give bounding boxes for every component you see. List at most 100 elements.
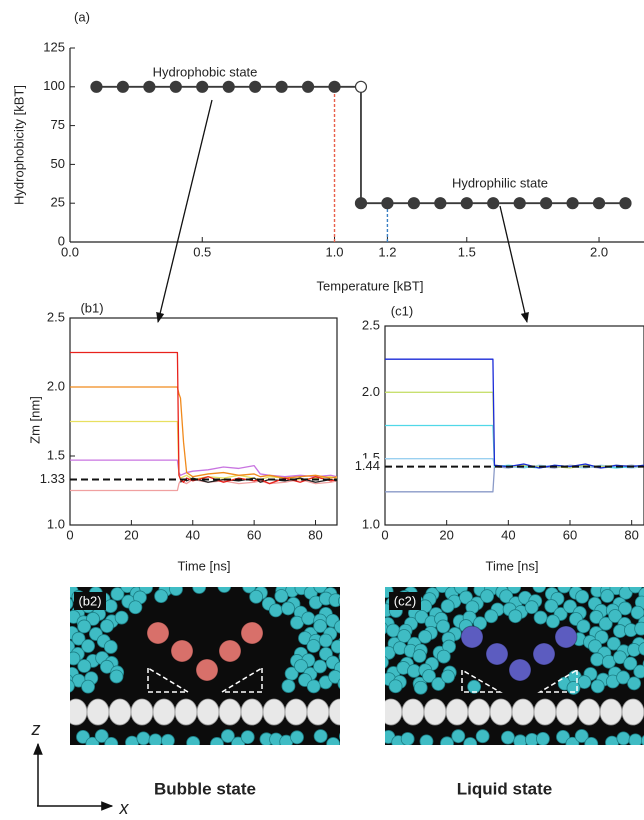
water-molecule (328, 669, 340, 684)
water-molecule (630, 605, 644, 620)
arrow (156, 99, 213, 324)
surface-atom (152, 698, 176, 726)
cavity-outline (147, 666, 191, 693)
surface-atom (621, 698, 644, 726)
x-tick-label: 60 (563, 527, 577, 542)
surface-atom (196, 698, 220, 726)
water-molecule (337, 637, 340, 648)
water-molecule (110, 587, 125, 601)
snapshot-image (385, 587, 644, 745)
surface-atom (489, 698, 513, 726)
y-tick-label: 1.0 (47, 516, 65, 531)
water-molecule (459, 590, 473, 605)
y-axis-label: Zm [nm] (27, 396, 42, 444)
water-molecule (301, 611, 316, 626)
data-point (90, 80, 103, 93)
hline-label-bg (34, 471, 68, 488)
x-tick-label: 20 (439, 527, 453, 542)
water-molecule (136, 731, 151, 745)
water-molecule (313, 729, 328, 743)
y-tick-label: 1.0 (362, 516, 380, 531)
surface-atom (218, 698, 242, 726)
water-molecule (148, 733, 163, 745)
data-point (301, 80, 315, 93)
x-tick-label: 40 (501, 527, 515, 542)
plot-area: 0 20 40 60 80 1.0 1.5 2.0 2.5 1.33 (34, 309, 338, 542)
x-tick-label: 40 (186, 527, 200, 542)
water-molecule (313, 659, 327, 674)
water-molecule (546, 614, 560, 629)
water-molecule (326, 737, 340, 745)
surface-atom (86, 698, 110, 726)
water-molecule (385, 622, 389, 635)
water-molecule (281, 601, 295, 616)
data-point (513, 197, 526, 210)
x-axis-label: Time [ns] (486, 558, 539, 573)
water-molecule (328, 593, 340, 608)
hline-label-bg (349, 458, 383, 475)
snapshot: (c2) Liquid state (385, 587, 644, 798)
y-tick-label: 50 (51, 156, 65, 171)
state-annotation: Hydrophilic state (452, 175, 548, 190)
water-molecule (641, 735, 644, 745)
panel-label: (c1) (391, 303, 413, 318)
y-tick-label: 2.5 (362, 317, 380, 332)
data-point (460, 197, 473, 210)
hydrophobic-bead (146, 621, 170, 645)
cavity-outline (219, 666, 263, 693)
water-molecule (400, 732, 415, 745)
hydrophobic-bead (460, 625, 484, 649)
cavity-outline (537, 668, 578, 693)
series-line (385, 391, 644, 469)
x-axis-label: Temperature [kBT] (317, 278, 424, 293)
y-tick-label: 2.0 (362, 384, 380, 399)
hydrophobic-bead (218, 639, 242, 663)
water-molecule (436, 649, 451, 664)
surface-atom (577, 698, 601, 726)
water-molecule (418, 629, 432, 644)
water-molecule (94, 729, 109, 743)
water-molecule (584, 736, 599, 745)
water-molecule (128, 600, 143, 615)
water-molecule (556, 729, 570, 744)
data-point (487, 197, 500, 210)
hydrophobic-bead (554, 625, 578, 649)
surface-atom (385, 698, 403, 726)
y-tick-label: 2.5 (47, 309, 65, 324)
water-molecule (71, 631, 86, 646)
surface-atom (511, 698, 535, 726)
data-point (381, 197, 394, 210)
series-line (70, 386, 338, 479)
water-molecule (422, 669, 436, 683)
water-molecule (577, 675, 592, 689)
y-tick-label: 75 (51, 117, 65, 132)
water-molecule (294, 659, 308, 673)
water-molecule (616, 670, 631, 685)
water-molecule (413, 680, 428, 695)
plot-area: 0 20 40 60 801.01.52.02.51.44 (349, 317, 644, 542)
arrow (499, 205, 529, 324)
series-line (180, 477, 338, 483)
water-molecule (598, 616, 613, 631)
z-label: z (31, 719, 41, 739)
x-tick-label: 20 (124, 527, 138, 542)
y-axis-label: Hydrophobicity [kBT] (11, 85, 26, 205)
water-molecule (524, 600, 539, 615)
water-molecule (186, 736, 201, 745)
snapshot-label-bg (74, 592, 106, 610)
water-molecule (544, 599, 559, 613)
water-molecule (313, 619, 328, 633)
water-molecule (240, 730, 255, 745)
snapshot-label-bg (389, 592, 421, 610)
data-point (354, 80, 368, 93)
x-tick-label: 0.5 (193, 244, 211, 259)
water-molecule (249, 589, 264, 604)
water-molecule (563, 599, 577, 614)
hydrophobic-bead (485, 642, 509, 666)
water-molecule (566, 681, 581, 695)
water-molecule (633, 664, 644, 679)
surface-atom (262, 698, 286, 726)
data-point (354, 197, 368, 210)
water-molecule (440, 599, 455, 613)
data-point (540, 197, 553, 210)
